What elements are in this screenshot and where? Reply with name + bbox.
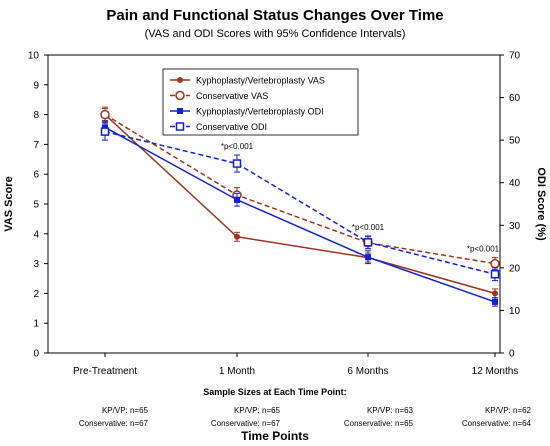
y-right-tick-label: 20 — [509, 263, 521, 274]
data-point — [492, 298, 498, 305]
sample-size-1-month: KP/VP: n=65 Conservative: n=67 — [160, 404, 280, 430]
series-line — [104, 113, 496, 265]
legend: Kyphoplasty/Vertebroplasty VAS Conservati… — [162, 68, 359, 136]
legend-label: Kyphoplasty/Vertebroplasty ODI — [196, 107, 324, 117]
series-line — [104, 126, 496, 303]
axis-ticks: 0 1 2 3 4 5 6 7 8 9 10 0 10 20 30 40 50 60 70 Pre-Treatment… — [28, 51, 521, 378]
data-point — [234, 233, 240, 240]
x-tick-label: 1 Month — [219, 366, 255, 377]
x-tick-label: 12 Months — [472, 366, 519, 377]
legend-label: Conservative VAS — [196, 91, 268, 101]
y-left-tick-label: 1 — [33, 319, 39, 330]
y-right-tick-label: 40 — [509, 178, 521, 189]
data-point — [363, 238, 373, 247]
y-left-tick-label: 5 — [33, 200, 39, 211]
kpvp-sample-size: KP/VP: n=65 — [101, 406, 148, 415]
y-left-tick-label: 7 — [33, 140, 39, 151]
annotation-layer: *p<0.001 *p<0.001 *p<0.001 — [221, 142, 500, 254]
sample-size-12-months: KP/VP: n=62 Conservative: n=64 — [411, 404, 531, 430]
sample-size-pre-treatment: KP/VP: n=65 Conservative: n=67 — [28, 404, 148, 430]
data-point — [490, 269, 500, 279]
y-right-tick-label: 50 — [509, 136, 521, 147]
y-left-tick-label: 2 — [33, 289, 39, 300]
y-left-tick-label: 8 — [33, 110, 39, 121]
chart-title: Pain and Functional Status Changes Over … — [106, 7, 443, 24]
data-point — [234, 196, 240, 203]
conservative-sample-size: Conservative: n=67 — [78, 419, 148, 428]
series-1 — [102, 108, 498, 299]
significance-annotation: *p<0.001 — [221, 142, 254, 151]
conservative-sample-size: Conservative: n=64 — [461, 419, 531, 428]
sample-sizes-title: Sample Sizes at Each Time Point: — [203, 387, 347, 397]
kpvp-sample-size: KP/VP: n=63 — [366, 406, 413, 415]
y-axis-right-title: ODI Score (%) — [535, 167, 547, 241]
series-layer — [100, 106, 500, 307]
series-line — [104, 130, 496, 275]
y-left-tick-label: 4 — [33, 229, 39, 240]
legend-label: Conservative ODI — [196, 122, 267, 132]
series-4 — [100, 122, 500, 282]
chart-subtitle: (VAS and ODI Scores with 95% Confidence … — [145, 28, 406, 40]
x-axis-title: Time Points — [241, 429, 309, 443]
y-right-tick-label: 0 — [509, 349, 515, 360]
legend-marker — [177, 108, 183, 114]
legend-marker — [177, 77, 183, 83]
data-point — [492, 290, 498, 297]
data-point — [100, 127, 110, 136]
sample-size-6-months: KP/VP: n=63 Conservative: n=65 — [293, 404, 413, 430]
x-tick-label: 6 Months — [347, 366, 388, 377]
y-left-tick-label: 0 — [33, 349, 39, 360]
kpvp-sample-size: KP/VP: n=62 — [484, 406, 531, 415]
y-right-tick-label: 60 — [509, 93, 521, 104]
legend-label: Kyphoplasty/Vertebroplasty VAS — [196, 76, 325, 86]
x-tick-label: Pre-Treatment — [73, 366, 137, 377]
legend-marker — [175, 90, 185, 101]
significance-annotation: *p<0.001 — [352, 223, 385, 232]
y-right-tick-label: 10 — [509, 306, 521, 317]
y-left-tick-label: 10 — [28, 51, 40, 62]
data-point — [232, 159, 242, 168]
y-axis-left-title: VAS Score — [3, 176, 15, 231]
y-left-tick-label: 3 — [33, 259, 39, 270]
series-line — [104, 114, 496, 295]
kpvp-sample-size: KP/VP: n=65 — [233, 406, 280, 415]
data-point — [490, 258, 500, 269]
conservative-sample-size: Conservative: n=67 — [210, 419, 280, 428]
data-point — [365, 254, 371, 261]
data-point — [100, 109, 110, 120]
significance-annotation: *p<0.001 — [467, 245, 500, 254]
conservative-sample-size: Conservative: n=65 — [343, 419, 413, 428]
y-right-tick-label: 30 — [509, 221, 521, 232]
y-right-tick-label: 70 — [509, 51, 521, 62]
y-left-tick-label: 9 — [33, 80, 39, 91]
legend-box — [162, 68, 359, 136]
y-left-tick-label: 6 — [33, 170, 39, 181]
legend-marker — [175, 122, 185, 131]
